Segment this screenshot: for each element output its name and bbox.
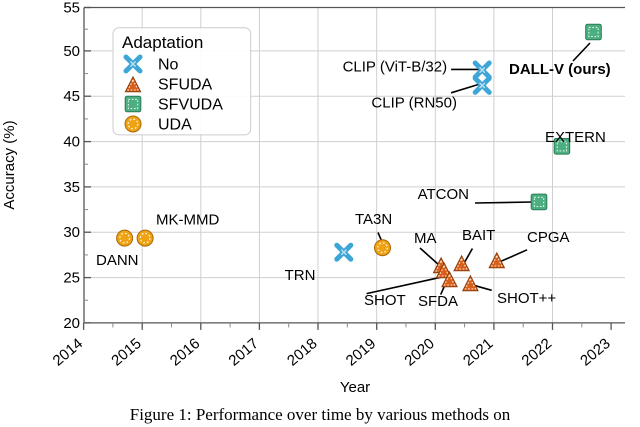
svg-text:CLIP (RN50): CLIP (RN50) [371,95,457,112]
svg-text:2022: 2022 [519,335,555,369]
svg-text:2020: 2020 [401,335,437,369]
svg-text:2017: 2017 [225,335,261,369]
svg-text:SHOT: SHOT [364,292,406,309]
svg-text:No: No [158,57,179,74]
svg-text:DALL-V (ours): DALL-V (ours) [509,61,611,78]
svg-text:MA: MA [414,230,437,247]
svg-text:25: 25 [63,270,80,287]
svg-text:Year: Year [340,379,370,396]
svg-text:SFVUDA: SFVUDA [158,97,223,114]
svg-text:Accuracy (%): Accuracy (%) [1,120,18,209]
svg-text:2023: 2023 [577,335,613,369]
svg-text:Adaptation: Adaptation [122,33,203,52]
svg-text:EXTERN: EXTERN [545,129,606,146]
svg-text:TA3N: TA3N [355,211,392,228]
svg-text:40: 40 [63,134,80,151]
svg-text:BAIT: BAIT [462,227,495,244]
svg-text:55: 55 [63,0,80,17]
svg-text:2018: 2018 [284,335,320,369]
svg-text:45: 45 [63,88,80,105]
svg-text:2015: 2015 [108,335,144,369]
svg-text:TRN: TRN [285,267,316,284]
svg-text:2014: 2014 [50,335,86,369]
svg-text:20: 20 [63,315,80,332]
svg-text:SFDA: SFDA [418,293,458,310]
svg-text:Figure 1: Performance over tim: Figure 1: Performance over time by vario… [130,405,511,424]
svg-text:2021: 2021 [460,335,496,369]
svg-text:CPGA: CPGA [527,229,570,246]
svg-text:DANN: DANN [96,252,139,269]
svg-text:CLIP (ViT-B/32): CLIP (ViT-B/32) [343,58,448,75]
svg-text:UDA: UDA [158,117,192,134]
svg-text:SHOT++: SHOT++ [497,290,556,307]
svg-text:SFUDA: SFUDA [158,77,213,94]
svg-text:35: 35 [63,179,80,196]
svg-text:2016: 2016 [167,335,203,369]
svg-text:50: 50 [63,43,80,60]
svg-text:ATCON: ATCON [418,186,469,203]
svg-text:MK-MMD: MK-MMD [156,212,219,229]
svg-text:30: 30 [63,224,80,241]
svg-text:2019: 2019 [343,335,379,369]
